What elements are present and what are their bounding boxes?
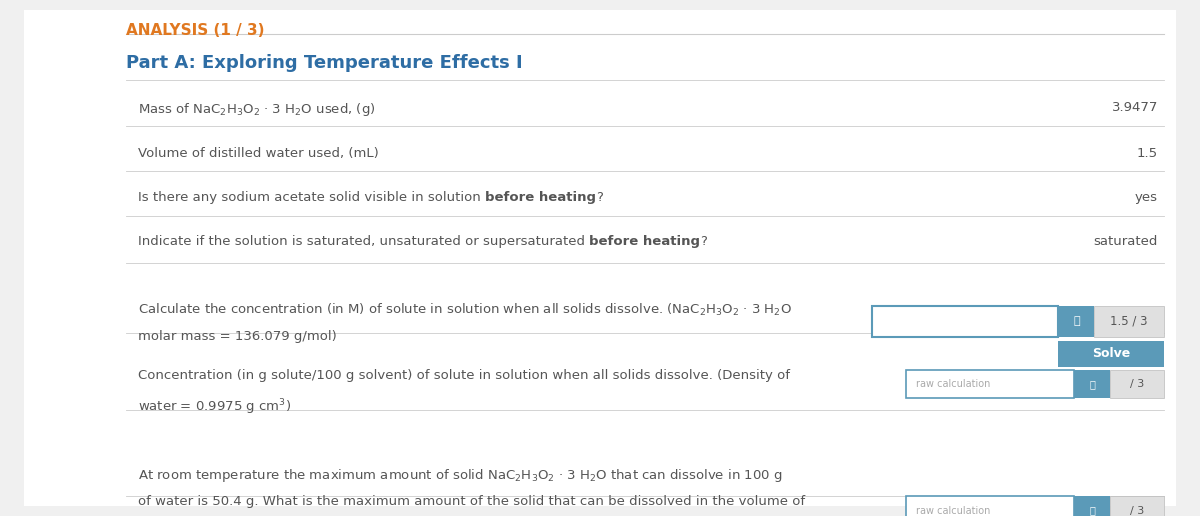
Text: / 3: / 3 — [1130, 506, 1144, 515]
Text: of water is 50.4 g. What is the maximum amount of the solid that can be dissolve: of water is 50.4 g. What is the maximum … — [138, 495, 805, 508]
FancyBboxPatch shape — [872, 306, 1058, 337]
Text: raw calculation: raw calculation — [916, 379, 990, 389]
Text: Part A: Exploring Temperature Effects I: Part A: Exploring Temperature Effects I — [126, 54, 523, 72]
Text: Calculate the concentration (in M) of solute in solution when all solids dissolv: Calculate the concentration (in M) of so… — [138, 302, 792, 318]
Text: At room temperature the maximum amount of solid NaC$_2$H$_3$O$_2$ · 3 H$_2$O tha: At room temperature the maximum amount o… — [138, 467, 782, 484]
FancyBboxPatch shape — [1074, 370, 1110, 398]
Text: before heating: before heating — [485, 191, 596, 204]
Text: Indicate if the solution is saturated, unsaturated or supersaturated: Indicate if the solution is saturated, u… — [138, 235, 589, 248]
FancyBboxPatch shape — [1058, 341, 1164, 367]
Text: water = 0.9975 g cm$^3$): water = 0.9975 g cm$^3$) — [138, 397, 292, 417]
FancyBboxPatch shape — [906, 370, 1074, 398]
Text: Is there any sodium acetate solid visible in solution: Is there any sodium acetate solid visibl… — [138, 191, 485, 204]
Text: 1.5: 1.5 — [1136, 147, 1158, 160]
FancyBboxPatch shape — [906, 496, 1074, 516]
Text: yes: yes — [1135, 191, 1158, 204]
Text: Mass of NaC$_2$H$_3$O$_2$ · 3 H$_2$O used, (g): Mass of NaC$_2$H$_3$O$_2$ · 3 H$_2$O use… — [138, 101, 376, 118]
Text: ANALYSIS (1 / 3): ANALYSIS (1 / 3) — [126, 23, 264, 38]
Text: Volume of distilled water used, (mL): Volume of distilled water used, (mL) — [138, 147, 379, 160]
FancyBboxPatch shape — [24, 10, 1176, 506]
Text: Solve: Solve — [1092, 347, 1130, 361]
Text: ?: ? — [701, 235, 707, 248]
Text: 🖩: 🖩 — [1090, 506, 1094, 515]
Text: saturated: saturated — [1093, 235, 1158, 248]
Text: 🖩: 🖩 — [1073, 316, 1080, 327]
Text: 3.9477: 3.9477 — [1111, 101, 1158, 114]
Text: ?: ? — [596, 191, 602, 204]
Text: raw calculation: raw calculation — [916, 506, 990, 515]
FancyBboxPatch shape — [1110, 496, 1164, 516]
Text: 🖩: 🖩 — [1090, 379, 1094, 389]
Text: / 3: / 3 — [1130, 379, 1144, 389]
FancyBboxPatch shape — [1074, 496, 1110, 516]
FancyBboxPatch shape — [1110, 370, 1164, 398]
Text: molar mass = 136.079 g/mol): molar mass = 136.079 g/mol) — [138, 330, 337, 343]
Text: 1.5 / 3: 1.5 / 3 — [1110, 315, 1148, 328]
Text: Concentration (in g solute/100 g solvent) of solute in solution when all solids : Concentration (in g solute/100 g solvent… — [138, 369, 790, 382]
FancyBboxPatch shape — [1058, 306, 1094, 337]
FancyBboxPatch shape — [1094, 306, 1164, 337]
Text: before heating: before heating — [589, 235, 701, 248]
